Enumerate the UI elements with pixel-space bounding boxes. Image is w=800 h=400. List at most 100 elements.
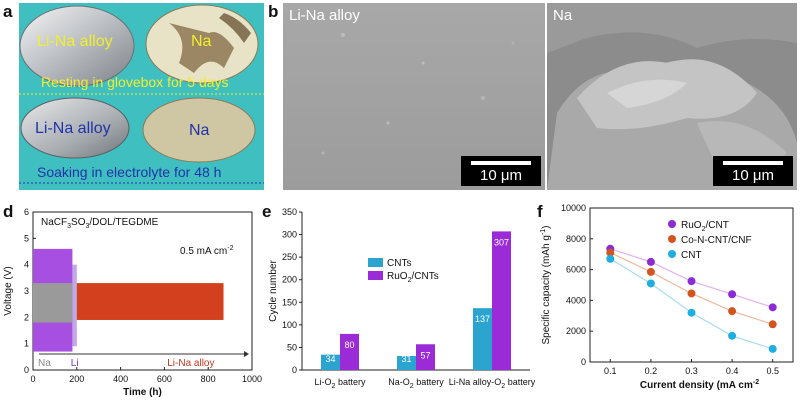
chart-f-legend-label: RuO2/CNT	[681, 220, 729, 233]
chart-e-bar-1-1	[416, 344, 435, 370]
panel-label-e: e	[262, 202, 272, 221]
chart-f-legend-marker	[668, 220, 676, 228]
chart-e-bar-label: 307	[494, 237, 509, 247]
sem-image-li-na: Li-Na alloy 10 μm	[283, 3, 545, 190]
chart-d-region-label: Na	[38, 358, 51, 369]
chart-f-ytick: 4000	[566, 295, 586, 305]
chart-f-point-1-4	[768, 320, 777, 329]
chart-d-xtick: 0	[30, 374, 35, 384]
chart-f-xtick: 0.5	[766, 366, 779, 376]
chart-e-ytick: 300	[282, 230, 297, 240]
chart-f-point-2-2	[687, 308, 696, 317]
chart-e-bar-label: 31	[401, 354, 411, 364]
chart-d-arrowhead	[244, 351, 249, 357]
chart-e-bar-label: 57	[420, 350, 430, 360]
chart-e-ytick: 200	[282, 275, 297, 285]
chart-d-ytick: 0	[24, 365, 29, 375]
na-disc-bottom	[142, 97, 256, 163]
chart-e-category: Li-Na alloy-O2 battery	[449, 377, 535, 390]
photo-bottom-right-label: Na	[189, 122, 210, 139]
sem-b-title: Li-Na alloy	[289, 7, 360, 24]
chart-f-xtick: 0.2	[645, 366, 658, 376]
chart-e: 0 50 100 150 200 250 300 350 Cycle number 34 80 Li-…	[268, 207, 535, 390]
sem-b-scale-bar: 10 μm	[461, 156, 541, 186]
chart-f-legend-label: Co-N-CNT/CNF	[681, 235, 752, 246]
chart-d-xtick: 400	[113, 374, 128, 384]
chart-d-ytick: 2	[24, 312, 29, 322]
chart-d-xtick: 200	[69, 374, 84, 384]
chart-f-line-2	[609, 258, 773, 350]
chart-f-ytick: 0	[581, 357, 586, 367]
chart-f-ytick: 6000	[566, 265, 586, 275]
chart-f-point-2-3	[728, 331, 737, 340]
chart-f-point-0-1	[646, 257, 655, 266]
chart-d-xlabel: Time (h)	[123, 387, 162, 398]
chart-e-bar-0-2	[473, 308, 492, 370]
chart-d-inner-band	[33, 283, 73, 323]
chart-f-point-2-4	[768, 344, 777, 353]
chart-f-ylabel: Specific capacity (mAh g-1)	[540, 225, 552, 344]
sem-b-scale-text: 10 μm	[480, 167, 522, 184]
chart-f-ytick: 2000	[566, 326, 586, 336]
chart-d-ytick: 1	[24, 339, 29, 349]
photo-bottom-caption: Soaking in electrolyte for 48 h	[37, 164, 222, 180]
photo-top-right-label: Na	[191, 33, 212, 50]
chart-f-ytick: 10000	[561, 203, 586, 213]
chart-d-ytick: 3	[24, 286, 29, 296]
chart-e-legend-swatch	[368, 258, 383, 267]
chart-e-legend-label: CNTs	[387, 258, 411, 269]
panel-label-f: f	[537, 202, 543, 221]
chart-f-point-0-3	[728, 290, 737, 299]
chart-f-xtick: 0.3	[685, 366, 698, 376]
chart-d-xtick: 1000	[242, 374, 262, 384]
chart-e-legend-label: RuO2/CNTs	[387, 271, 439, 284]
panel-label-a: a	[3, 2, 13, 21]
chart-f-point-1-0	[606, 248, 615, 257]
chart-e-bar-1-2	[492, 231, 511, 370]
sem-c-title: Na	[553, 7, 573, 24]
chart-e-bar-1-0	[340, 333, 359, 370]
chart-d-xtick: 600	[157, 374, 172, 384]
sem-c-scale-bar: 10 μm	[713, 156, 793, 186]
chart-e-bar-label: 80	[344, 340, 354, 350]
chart-f-point-1-1	[646, 267, 655, 276]
panel-a-drawing	[19, 4, 264, 184]
chart-f-legend-marker	[668, 250, 676, 258]
chart-e-ytick: 50	[287, 342, 297, 352]
chart-d-ytick: 5	[24, 233, 29, 243]
chart-f-point-1-3	[728, 307, 737, 316]
chart-f-point-0-2	[687, 277, 696, 286]
chart-e-ytick: 150	[282, 297, 297, 307]
chart-f-xlabel: Current density (mA cm-2	[640, 379, 759, 391]
chart-d-region-label: Li-Na alloy	[167, 358, 214, 369]
chart-d-ytick: 6	[24, 207, 29, 217]
chart-d-xtick: 800	[201, 374, 216, 384]
chart-e-bar-0-1	[397, 356, 416, 370]
chart-f-point-1-2	[687, 289, 696, 298]
photo-bottom-left-label: Li-Na alloy	[35, 120, 111, 137]
li-na-disc-bottom	[20, 97, 130, 159]
chart-f: 0 2000 4000 6000 8000 10000 0.1 0.2 0.3 0.4 0.5 Cur…	[540, 203, 794, 391]
chart-d-series-1	[72, 264, 77, 347]
panel-label-d: d	[3, 202, 14, 221]
chart-f-ytick: 8000	[566, 234, 586, 244]
chart-e-bar-0-0	[321, 354, 340, 370]
chart-f-xtick: 0.4	[726, 366, 739, 376]
chart-e-ylabel: Cycle number	[268, 259, 279, 321]
chart-d: 0 1 2 3 4 5 6 0 200 400 600 800 1000 Time (h) Voltage …	[3, 207, 262, 398]
chart-d-series-2	[76, 283, 224, 320]
chart-d-ytick: 4	[24, 260, 29, 270]
chart-f-legend-label: CNT	[681, 250, 702, 261]
chart-d-region-label: Li	[71, 358, 79, 369]
chart-f-point-0-4	[768, 303, 777, 312]
photo-top-left-label: Li-Na alloy	[37, 33, 113, 50]
chart-e-category: Na-O2 battery	[388, 377, 444, 390]
chart-f-point-2-1	[646, 279, 655, 288]
sem-c-scale-text: 10 μm	[732, 167, 774, 184]
li-na-disc-top	[19, 5, 135, 87]
photo-top-caption: Resting in glovebox for 5 days	[41, 74, 229, 90]
chart-e-bar-label: 34	[325, 354, 335, 364]
chart-f-xtick: 0.1	[604, 366, 617, 376]
chart-d-annotation: NaCF3SO3/DOL/TEGDME	[41, 217, 159, 230]
panel-label-b: b	[268, 2, 279, 21]
